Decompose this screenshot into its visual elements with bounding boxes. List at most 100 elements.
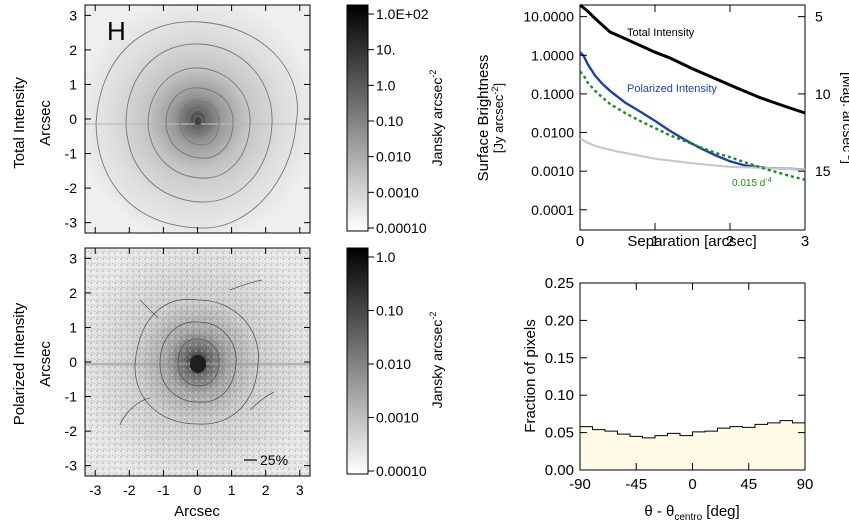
x-tick-label: 1 [651,233,659,250]
x-tick-label: -90 [569,476,591,493]
polarized-intensity-contours [119,279,275,426]
histogram-bar [717,428,730,470]
total-intensity-contours [95,21,298,229]
y-axis-label: Fraction of pixels [522,319,539,432]
series-label-polarized-intensity: Polarized Intensity [627,83,717,95]
x-tick-label: 2 [726,233,734,250]
y-tick-label: 0.25 [545,275,574,292]
surface-brightness-panel: 0 1 2 3 10.0000 1.0000 0.1000 0.0100 0.0010 0.00… [475,3,849,250]
histogram-bar [792,422,805,470]
y-tick-label: 0.0100 [531,125,574,141]
colorbar-tick-label: 0.010 [376,356,411,372]
y-tick-label: -3 [65,458,78,474]
y-tick-label: 0.20 [545,312,574,329]
histogram-bar [692,431,705,470]
colorbar-tick-label: 0.0010 [376,184,419,200]
y-axis-label-line1: Surface Brightness [475,55,492,182]
histogram-bar [630,436,643,470]
histogram-bar [592,429,605,470]
histogram-outline [580,420,805,439]
histogram-bar [780,420,793,470]
histogram-bar [642,437,655,470]
y-tick-label: -2 [65,180,78,196]
colorbar-tick-label: 0.010 [376,149,411,165]
x-tick-label: 0 [688,476,696,493]
histogram-bar [755,424,768,470]
y-axis-label: Arcsec [37,100,54,146]
angle-histogram-panel: -90 -45 0 45 90 0.00 0.05 0.10 0.15 0.20 0.25 Fra… [522,275,813,523]
colorbar-label: Jansky arcsec-2 [428,70,445,167]
y-tick-label: -1 [65,146,78,162]
y-tick-label: 0.1000 [531,86,574,102]
histogram-bar [767,422,780,470]
y-tick-label: -1 [65,389,78,405]
y-tick-label: 0.0010 [531,163,574,179]
y-tick-label: 0.15 [545,350,574,367]
y-tick-label: 0.10 [545,387,574,404]
histogram-bar [742,427,755,470]
colorbar-tick-label: 0.10 [376,113,403,129]
y-tick-label: 3 [69,250,77,266]
row-label-total-intensity: Total Intensity [11,77,28,169]
colorbar-tick-label: 0.10 [376,303,403,319]
histogram-bar [705,431,718,470]
y-tick-label: 1.0000 [531,47,574,63]
y-tick-label: 0 [69,111,77,127]
x-tick-label: 45 [740,476,757,493]
x-tick-label: -1 [157,482,170,498]
histogram-bar [655,435,668,470]
y2-tick-label: 10 [815,86,831,102]
x-tick-label: -2 [123,482,136,498]
colorbar-tick-label: 0.00010 [376,220,427,236]
colorbar-label: Jansky arcsec-2 [428,312,445,409]
x-axis-label: Arcsec [174,503,220,520]
y2-tick-label: 15 [815,163,831,179]
histogram-bar [667,433,680,470]
total-intensity-panel: H -3 -2 -1 0 1 2 3 Total Intensity Arcsec [11,4,311,234]
x-tick-label: 0 [576,233,584,250]
histogram-bar [617,434,630,470]
colorbar-tick-label: 1.0 [376,249,396,265]
y-tick-label: -3 [65,215,78,231]
colorbar-tick-label: 10. [376,42,395,58]
x-tick-label: 0 [194,482,202,498]
histogram-bar [680,435,693,470]
y-tick-label: 2 [69,42,77,58]
polarized-intensity-colorbar: 1.0 0.10 0.010 0.0010 0.00010 Jansky arcsec-… [346,247,445,479]
series-label-fit: 0.015 d-4 [732,177,772,189]
y-tick-label: 1 [69,76,77,92]
x-tick-label: 3 [296,482,304,498]
colorbar-tick-label: 0.00010 [376,463,427,479]
row-label-polarized-intensity: Polarized Intensity [11,302,28,425]
y-tick-label: -2 [65,423,78,439]
histogram-bar [580,426,593,470]
x-tick-label: 90 [797,476,814,493]
x-tick-label: -3 [89,482,102,498]
series-line-2 [579,137,806,171]
y-tick-label: 2 [69,285,77,301]
histogram-bar [605,431,618,470]
x-tick-label: -45 [625,476,647,493]
y-tick-label: 0 [69,354,77,370]
y-tick-label: 10.0000 [523,9,574,25]
y-axis-label-line2: [Jy arcsec-2] [490,83,506,153]
x-tick-label: 1 [228,482,236,498]
polarized-intensity-panel: 25% -3 -2 -1 0 1 2 3 -3 -2 -1 0 1 2 3 Polarized Inte… [11,247,311,520]
x-axis-label: θ - θcentro [deg] [644,503,739,523]
series-line-3 [579,70,806,181]
series-line-1 [579,51,806,171]
band-label: H [107,16,126,46]
total-intensity-colorbar: 1.0E+02 10. 1.0 0.10 0.010 0.0010 0.00010 Jans… [346,4,445,236]
percent-scale-label: 25% [260,452,288,468]
colorbar-tick-label: 0.0010 [376,410,419,426]
y2-tick-label: 5 [815,9,823,25]
y-tick-label: 0.00 [545,462,574,479]
y-tick-label: 1 [69,319,77,335]
y-tick-label: 0.0001 [531,202,574,218]
secondary-y-axis-label: [Mag. arcsec-2] [840,72,849,164]
y-axis-label: Arcsec [37,341,54,387]
x-axis-label: Separation [arcsec] [627,233,756,250]
x-tick-label: 2 [262,482,270,498]
x-tick-label: 3 [801,233,809,250]
